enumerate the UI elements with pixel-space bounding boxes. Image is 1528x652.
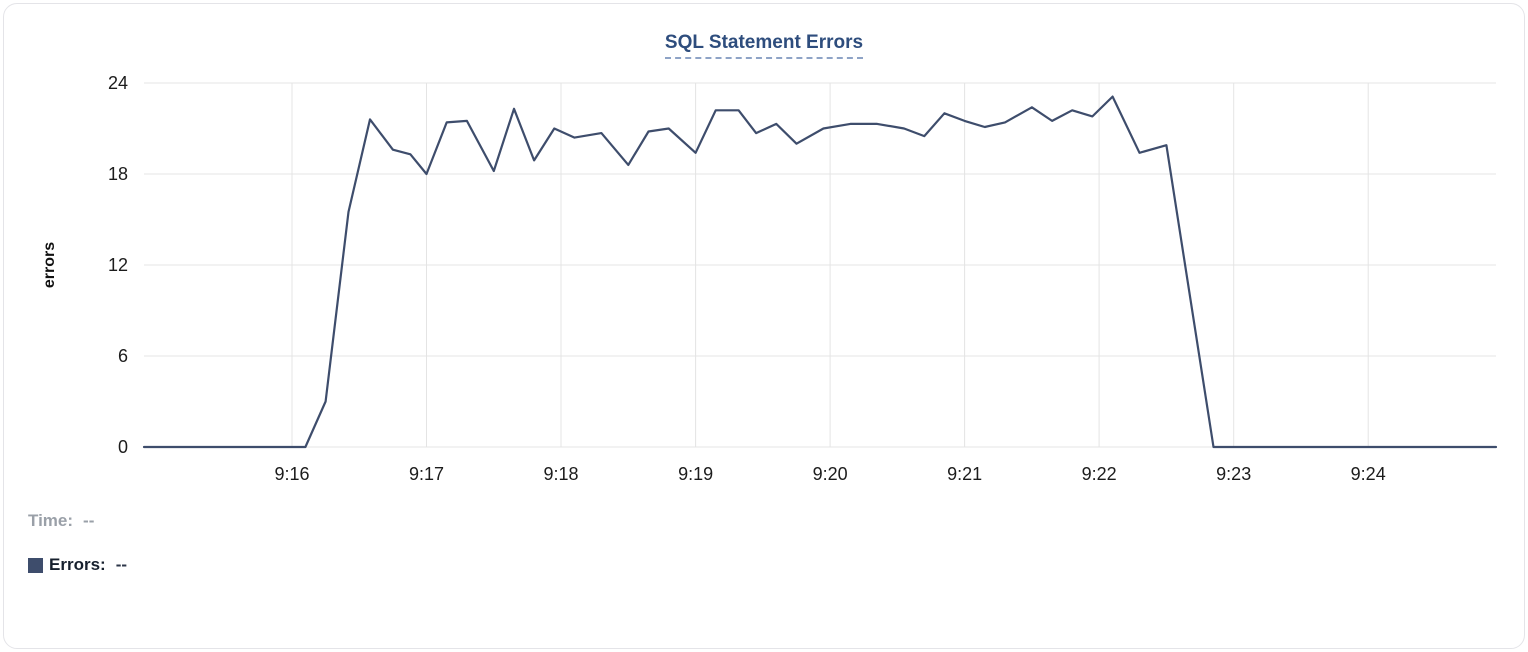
x-tick-label: 9:24 [1351,464,1386,484]
errors-series-line[interactable] [142,95,1498,449]
y-tick-label: 24 [108,73,128,93]
legend-time-label: Time: [28,511,74,530]
y-tick-label: 18 [108,164,128,184]
errors-line-chart[interactable]: 0 6 12 18 24 9:16 9:17 9:18 9:19 9:20 9:21 9:22 9:23… [4,59,1525,499]
legend-time-row: Time: -- [28,511,1524,531]
chart-title-wrap: SQL Statement Errors [4,32,1524,59]
x-tick-label: 9:16 [274,464,309,484]
legend-errors-label: Errors: [49,555,106,574]
x-tick-label: 9:23 [1216,464,1251,484]
legend-errors-row: Errors: -- [28,555,1524,575]
errors-series-swatch [28,557,43,573]
chart-legend: Time: -- Errors: -- [4,511,1524,575]
chart-card: SQL Statement Errors 0 6 12 18 24 9:16 9:17 9:1… [3,3,1525,649]
y-tick-label: 12 [108,255,128,275]
x-tick-label: 9:18 [543,464,578,484]
legend-time-value: -- [83,511,95,530]
x-tick-label: 9:22 [1082,464,1117,484]
x-tick-label: 9:17 [409,464,444,484]
y-axis-label: errors [41,242,58,288]
chart-title[interactable]: SQL Statement Errors [664,32,864,59]
x-tick-label: 9:21 [947,464,982,484]
x-tick-label: 9:19 [678,464,713,484]
y-tick-label: 0 [118,437,128,457]
y-tick-label: 6 [118,346,128,366]
x-tick-label: 9:20 [813,464,848,484]
legend-errors-value: -- [115,555,128,574]
